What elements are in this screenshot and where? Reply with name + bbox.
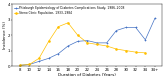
Pittsburgh Epidemiology of Diabetes Complications Study, 1986–2008 xyxy=(125,27,127,28)
Pittsburgh Epidemiology of Diabetes Complications Study, 1986–2008 xyxy=(38,61,40,62)
X-axis label: Duration of Diabetes (Years): Duration of Diabetes (Years) xyxy=(58,73,116,77)
Steno Clinic Population, 1933–1984 xyxy=(96,44,98,45)
Line: Steno Clinic Population, 1933–1984: Steno Clinic Population, 1933–1984 xyxy=(19,22,146,66)
Legend: Pittsburgh Epidemiology of Diabetes Complications Study, 1986–2008, Steno Clinic: Pittsburgh Epidemiology of Diabetes Comp… xyxy=(14,6,125,15)
Pittsburgh Epidemiology of Diabetes Complications Study, 1986–2008 xyxy=(144,39,146,40)
Steno Clinic Population, 1933–1984 xyxy=(115,49,117,50)
Steno Clinic Population, 1933–1984 xyxy=(125,50,127,51)
Pittsburgh Epidemiology of Diabetes Complications Study, 1986–2008 xyxy=(48,58,50,59)
Pittsburgh Epidemiology of Diabetes Complications Study, 1986–2008 xyxy=(96,42,98,43)
Pittsburgh Epidemiology of Diabetes Complications Study, 1986–2008 xyxy=(106,42,108,43)
Steno Clinic Population, 1933–1984 xyxy=(38,58,40,59)
Pittsburgh Epidemiology of Diabetes Complications Study, 1986–2008 xyxy=(19,65,21,66)
Line: Pittsburgh Epidemiology of Diabetes Complications Study, 1986–2008: Pittsburgh Epidemiology of Diabetes Comp… xyxy=(18,17,156,67)
Steno Clinic Population, 1933–1984 xyxy=(67,22,69,23)
Pittsburgh Epidemiology of Diabetes Complications Study, 1986–2008 xyxy=(28,64,30,65)
Steno Clinic Population, 1933–1984 xyxy=(57,26,59,27)
Pittsburgh Epidemiology of Diabetes Complications Study, 1986–2008 xyxy=(115,30,117,31)
Pittsburgh Epidemiology of Diabetes Complications Study, 1986–2008 xyxy=(154,18,156,19)
Pittsburgh Epidemiology of Diabetes Complications Study, 1986–2008 xyxy=(67,45,69,46)
Steno Clinic Population, 1933–1984 xyxy=(19,65,21,66)
Steno Clinic Population, 1933–1984 xyxy=(106,45,108,46)
Pittsburgh Epidemiology of Diabetes Complications Study, 1986–2008 xyxy=(57,53,59,54)
Pittsburgh Epidemiology of Diabetes Complications Study, 1986–2008 xyxy=(86,40,88,41)
Pittsburgh Epidemiology of Diabetes Complications Study, 1986–2008 xyxy=(135,27,137,28)
Steno Clinic Population, 1933–1984 xyxy=(144,52,146,53)
Steno Clinic Population, 1933–1984 xyxy=(28,64,30,65)
Steno Clinic Population, 1933–1984 xyxy=(135,52,137,53)
Pittsburgh Epidemiology of Diabetes Complications Study, 1986–2008 xyxy=(77,41,79,42)
Steno Clinic Population, 1933–1984 xyxy=(48,41,50,42)
Steno Clinic Population, 1933–1984 xyxy=(77,35,79,36)
Steno Clinic Population, 1933–1984 xyxy=(86,42,88,43)
Y-axis label: Incidence (%): Incidence (%) xyxy=(3,21,7,49)
